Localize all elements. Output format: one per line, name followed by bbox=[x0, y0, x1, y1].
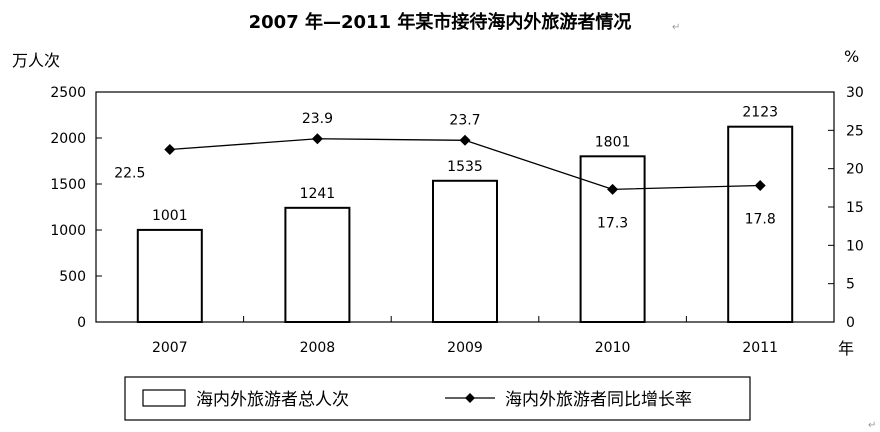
x-axis-tick-label: 2011 bbox=[742, 340, 778, 356]
left-axis-tick-label: 2500 bbox=[50, 85, 86, 101]
bar-data-label: 1001 bbox=[152, 208, 188, 224]
line-data-label: 23.7 bbox=[449, 112, 480, 128]
x-axis: 2007 2008 2009 2010 2011 bbox=[152, 316, 778, 356]
title-paragraph-mark: ↵ bbox=[672, 22, 680, 33]
line-marker bbox=[459, 134, 471, 146]
legend-box bbox=[124, 376, 751, 421]
left-axis-tick-label: 0 bbox=[77, 315, 86, 331]
right-axis-tick-label: 0 bbox=[846, 315, 855, 331]
right-axis-tick-label: 30 bbox=[846, 85, 864, 101]
bar-data-label: 1535 bbox=[447, 159, 483, 175]
line-marker bbox=[607, 183, 619, 195]
legend-bar-label: 海内外旅游者总人次 bbox=[196, 390, 349, 410]
right-axis-tick-label: 10 bbox=[846, 238, 864, 254]
line-data-label: 17.3 bbox=[597, 215, 628, 231]
right-axis-tick-label: 5 bbox=[846, 277, 855, 293]
legend-line-label: 海内外旅游者同比增长率 bbox=[505, 390, 692, 410]
legend: 海内外旅游者总人次 海内外旅游者同比增长率 bbox=[124, 376, 751, 421]
right-axis-tick-label: 20 bbox=[846, 162, 864, 178]
left-axis-tick-label: 1500 bbox=[50, 177, 86, 193]
bar bbox=[579, 155, 646, 323]
bar-data-label: 2123 bbox=[742, 105, 778, 121]
right-axis: 0 5 10 15 20 25 30 bbox=[828, 85, 864, 331]
x-axis-unit: 年 bbox=[838, 339, 854, 358]
right-axis-tick-label: 15 bbox=[846, 200, 864, 216]
line-series: 22.5 23.9 23.7 17.3 17.8 bbox=[114, 111, 776, 232]
bar bbox=[432, 179, 498, 323]
line-marker bbox=[754, 180, 766, 192]
left-axis-tick-label: 2000 bbox=[50, 131, 86, 147]
left-axis-tick-label: 500 bbox=[59, 269, 86, 285]
line-data-label: 17.8 bbox=[745, 212, 776, 228]
legend-bar-swatch bbox=[142, 389, 186, 407]
bar bbox=[284, 206, 351, 323]
right-axis-tick-label: 25 bbox=[846, 123, 864, 139]
left-axis-tick-label: 1000 bbox=[50, 223, 86, 239]
x-axis-tick-label: 2009 bbox=[447, 340, 483, 356]
line-marker bbox=[311, 133, 323, 145]
bar-data-label: 1801 bbox=[595, 134, 631, 150]
line-marker bbox=[164, 144, 176, 155]
left-axis: 0 500 1000 1500 2000 2500 bbox=[50, 85, 102, 331]
chart-title: 2007 年—2011 年某市接待海内外旅游者情况 bbox=[249, 11, 632, 33]
legend-line-marker bbox=[465, 393, 475, 403]
bar-data-label: 1241 bbox=[300, 186, 336, 202]
x-axis-tick-label: 2007 bbox=[152, 340, 188, 356]
bar bbox=[727, 125, 794, 323]
x-axis-tick-label: 2008 bbox=[300, 340, 336, 356]
x-axis-tick-label: 2010 bbox=[595, 340, 631, 356]
left-axis-unit: 万人次 bbox=[12, 51, 60, 70]
legend-paragraph-mark: ↵ bbox=[868, 420, 876, 431]
line-data-label: 22.5 bbox=[114, 166, 145, 182]
bar bbox=[136, 228, 203, 324]
line-data-label: 23.9 bbox=[302, 111, 333, 127]
right-axis-unit: % bbox=[844, 47, 859, 66]
